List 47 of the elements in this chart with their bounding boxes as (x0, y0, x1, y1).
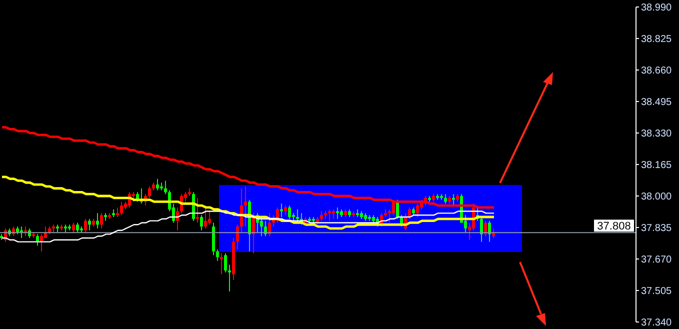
candlestick (444, 194, 447, 204)
y-tick-label: 37.505 (641, 286, 672, 298)
y-tick-label: 37.670 (641, 254, 672, 266)
candlestick (236, 224, 239, 250)
candlestick (148, 186, 151, 198)
y-tick-label: 37.340 (641, 318, 672, 329)
candlestick (244, 186, 247, 228)
candlestick (156, 178, 159, 191)
candlestick (260, 218, 263, 237)
candlestick (280, 203, 283, 218)
ref-line-label: 37.808 (597, 220, 631, 233)
candlestick (132, 192, 135, 202)
y-tick-label: 38.000 (641, 192, 672, 203)
candlestick (452, 194, 455, 206)
candlestick (96, 212, 99, 229)
candlestick (196, 197, 199, 224)
candlestick (268, 212, 271, 237)
candlestick (120, 201, 123, 216)
candlestick (320, 210, 323, 222)
y-tick-label: 38.495 (641, 97, 672, 108)
y-tick-label: 38.825 (641, 34, 672, 46)
candlestick (208, 210, 211, 226)
candlestick (84, 218, 87, 233)
candlestick (484, 220, 487, 237)
y-tick-label: 38.660 (641, 66, 672, 77)
candlestick (76, 222, 79, 233)
candlestick (88, 218, 91, 231)
candlestick (480, 216, 483, 242)
candlestick (200, 214, 203, 231)
candlestick (296, 208, 299, 222)
candlestick (228, 264, 231, 292)
candlestick (220, 252, 223, 275)
candlestick (288, 205, 291, 220)
y-tick-label: 38.330 (641, 128, 672, 140)
candlestick (164, 180, 167, 195)
candlestick (216, 248, 219, 262)
candlestick (116, 206, 119, 218)
candlestick (396, 199, 399, 220)
candlestick (488, 220, 491, 242)
candlestick (284, 205, 287, 216)
y-tick-label: 37.835 (641, 223, 672, 234)
candlestick (204, 205, 207, 229)
candlestick (224, 252, 227, 273)
y-tick-label: 38.990 (641, 2, 672, 14)
candlestick (72, 222, 75, 233)
candlestick (100, 212, 103, 229)
y-tick-label: 38.165 (641, 160, 672, 172)
